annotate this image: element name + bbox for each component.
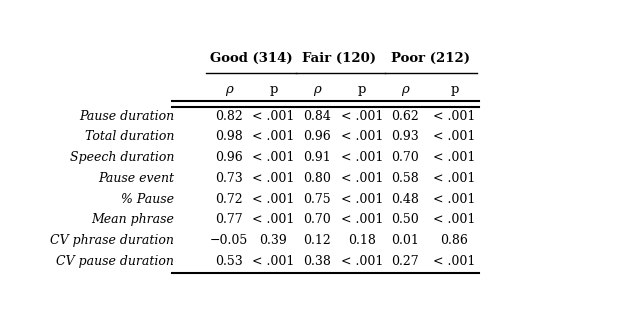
Text: ρ: ρ	[225, 83, 233, 96]
Text: 0.48: 0.48	[392, 193, 419, 206]
Text: 0.12: 0.12	[303, 234, 331, 247]
Text: < .001: < .001	[252, 255, 294, 268]
Text: < .001: < .001	[433, 110, 476, 123]
Text: < .001: < .001	[433, 151, 476, 164]
Text: −0.05: −0.05	[210, 234, 248, 247]
Text: CV pause duration: CV pause duration	[56, 255, 174, 268]
Text: 0.96: 0.96	[215, 151, 243, 164]
Text: < .001: < .001	[433, 193, 476, 206]
Text: < .001: < .001	[252, 214, 294, 226]
Text: p: p	[358, 83, 366, 96]
Text: 0.77: 0.77	[215, 214, 243, 226]
Text: Speech duration: Speech duration	[70, 151, 174, 164]
Text: 0.53: 0.53	[215, 255, 243, 268]
Text: Total duration: Total duration	[85, 130, 174, 143]
Text: < .001: < .001	[340, 130, 383, 143]
Text: 0.62: 0.62	[392, 110, 419, 123]
Text: < .001: < .001	[252, 193, 294, 206]
Text: Fair (120): Fair (120)	[303, 52, 376, 65]
Text: 0.98: 0.98	[215, 130, 243, 143]
Text: 0.01: 0.01	[392, 234, 419, 247]
Text: < .001: < .001	[252, 151, 294, 164]
Text: 0.75: 0.75	[303, 193, 331, 206]
Text: Pause event: Pause event	[99, 172, 174, 185]
Text: < .001: < .001	[252, 130, 294, 143]
Text: 0.18: 0.18	[348, 234, 376, 247]
Text: 0.39: 0.39	[260, 234, 287, 247]
Text: 0.70: 0.70	[303, 214, 331, 226]
Text: Mean phrase: Mean phrase	[92, 214, 174, 226]
Text: 0.82: 0.82	[215, 110, 243, 123]
Text: < .001: < .001	[340, 110, 383, 123]
Text: Pause duration: Pause duration	[79, 110, 174, 123]
Text: 0.38: 0.38	[303, 255, 331, 268]
Text: 0.91: 0.91	[303, 151, 331, 164]
Text: < .001: < .001	[252, 110, 294, 123]
Text: < .001: < .001	[340, 193, 383, 206]
Text: < .001: < .001	[433, 214, 476, 226]
Text: < .001: < .001	[433, 255, 476, 268]
Text: 0.86: 0.86	[440, 234, 468, 247]
Text: 0.96: 0.96	[303, 130, 331, 143]
Text: 0.70: 0.70	[392, 151, 419, 164]
Text: 0.50: 0.50	[392, 214, 419, 226]
Text: 0.93: 0.93	[392, 130, 419, 143]
Text: < .001: < .001	[340, 214, 383, 226]
Text: CV phrase duration: CV phrase duration	[51, 234, 174, 247]
Text: 0.80: 0.80	[303, 172, 331, 185]
Text: < .001: < .001	[340, 255, 383, 268]
Text: 0.27: 0.27	[392, 255, 419, 268]
Text: < .001: < .001	[433, 172, 476, 185]
Text: 0.72: 0.72	[215, 193, 243, 206]
Text: 0.84: 0.84	[303, 110, 331, 123]
Text: < .001: < .001	[252, 172, 294, 185]
Text: p: p	[269, 83, 278, 96]
Text: ρ: ρ	[401, 83, 409, 96]
Text: 0.73: 0.73	[215, 172, 243, 185]
Text: 0.58: 0.58	[392, 172, 419, 185]
Text: < .001: < .001	[340, 172, 383, 185]
Text: < .001: < .001	[340, 151, 383, 164]
Text: Good (314): Good (314)	[210, 52, 292, 65]
Text: ρ: ρ	[313, 83, 321, 96]
Text: p: p	[451, 83, 459, 96]
Text: Poor (212): Poor (212)	[390, 52, 470, 65]
Text: < .001: < .001	[433, 130, 476, 143]
Text: % Pause: % Pause	[121, 193, 174, 206]
